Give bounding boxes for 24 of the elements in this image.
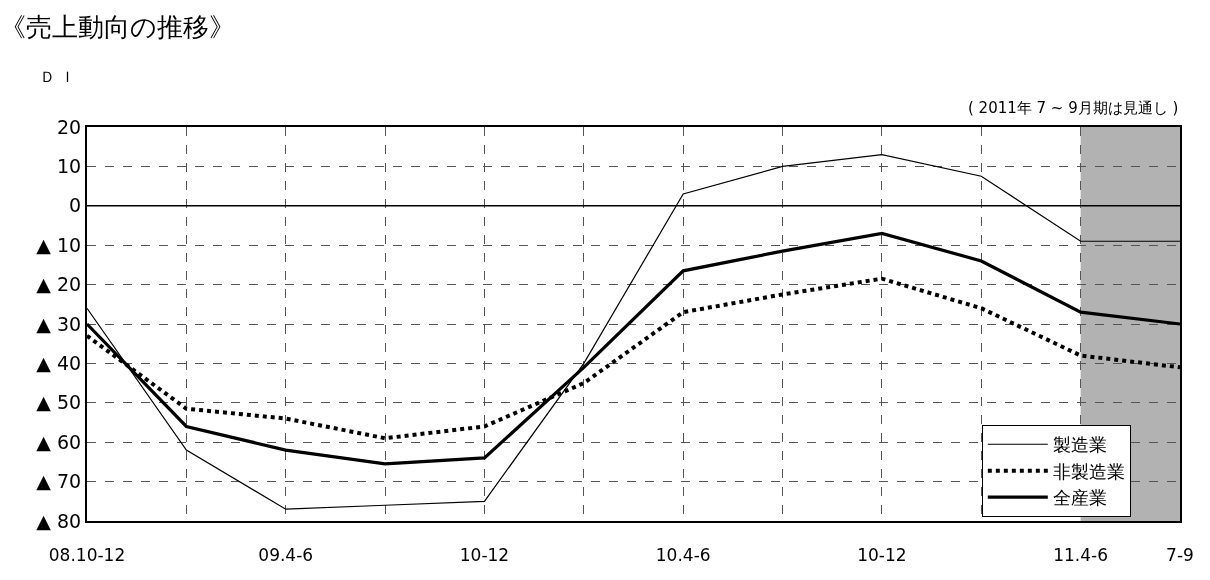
y-tick-label: ▲ 30 — [36, 312, 82, 335]
y-tick-label: ▲ 10 — [36, 233, 82, 256]
y-tick-label: ▲ 80 — [36, 509, 82, 532]
chart-title: 《売上動向の推移》 — [0, 11, 235, 42]
x-tick-label: 08.10-12 — [48, 545, 126, 566]
y-tick-label: ▲ 50 — [36, 391, 82, 414]
y-tick-label: ▲ 20 — [36, 273, 82, 296]
x-tick-label: 11.4-6 — [1053, 545, 1109, 566]
x-tick-label: 10-12 — [459, 545, 510, 566]
y-tick-label: ▲ 60 — [36, 430, 82, 453]
y-tick-label: ▲ 70 — [36, 470, 82, 493]
y-tick-label: 10 — [57, 155, 82, 178]
y-tick-label: 20 — [57, 115, 82, 138]
legend-label: 全産業 — [1052, 487, 1107, 509]
x-tick-label: 10.4-6 — [655, 545, 711, 566]
y-axis-title: Ｄ Ｉ — [40, 68, 75, 86]
x-tick-label: 09.4-6 — [258, 545, 314, 566]
text: ( 2011年 7 ~ 9月期は見通し ) — [968, 99, 1179, 117]
y-tick-label: 0 — [69, 194, 82, 217]
legend-label: 非製造業 — [1052, 460, 1125, 482]
legend-label: 製造業 — [1052, 434, 1107, 456]
x-tick-label: 10-12 — [857, 545, 907, 566]
x-tick-label: 7-9 — [1166, 545, 1194, 566]
y-tick-label: ▲ 40 — [36, 352, 82, 375]
